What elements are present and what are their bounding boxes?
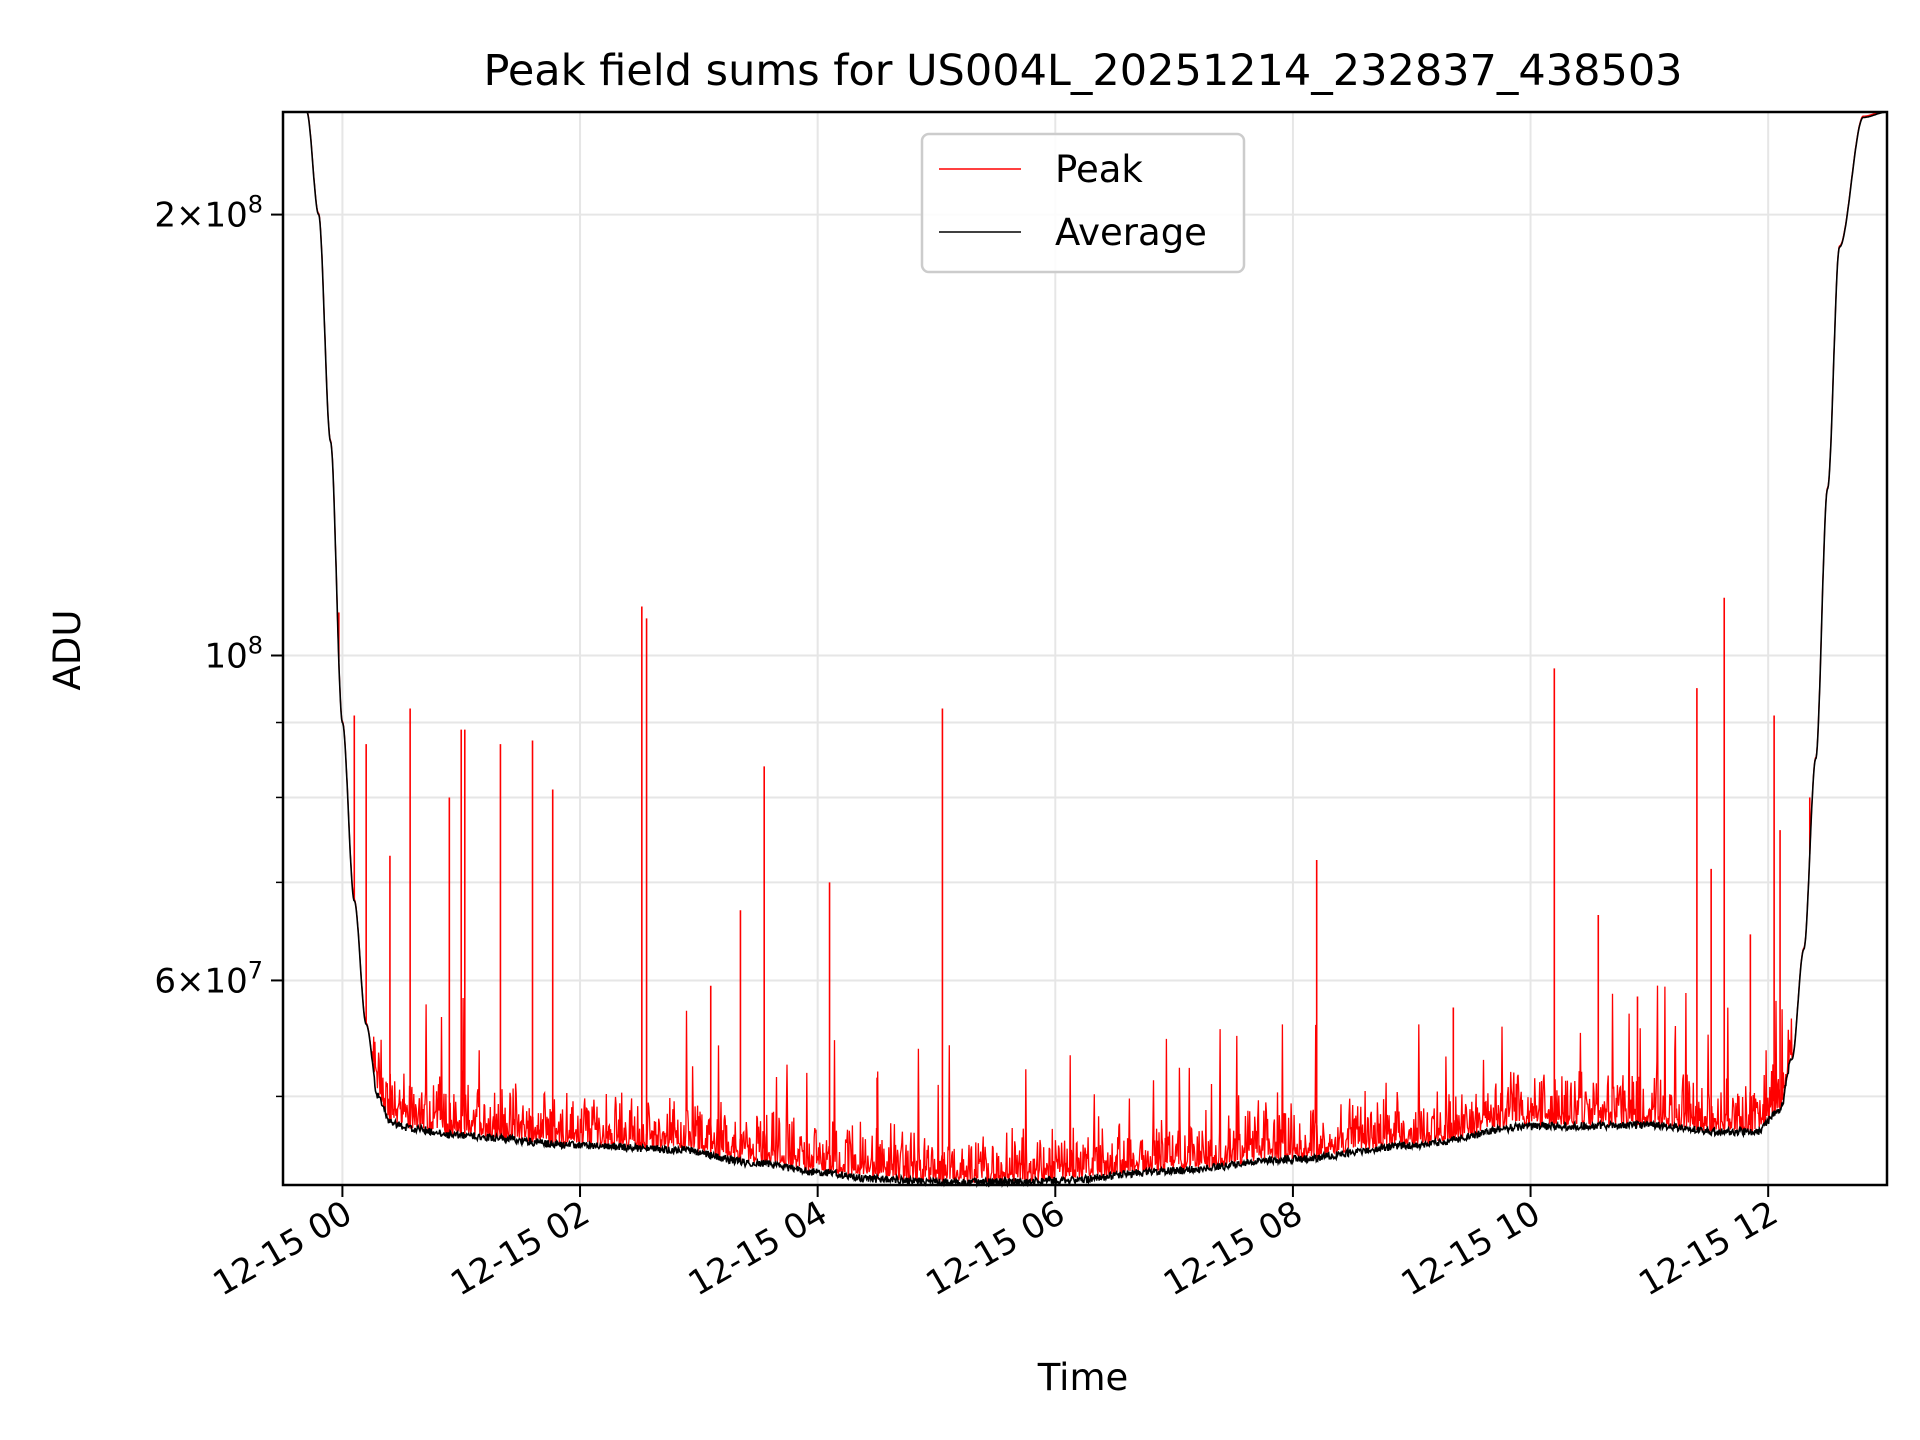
x-tick-label: 12-15 00 [207, 1193, 359, 1304]
average-series-line [283, 111, 1887, 1189]
series-layer [283, 111, 1887, 1189]
x-tick-label: 12-15 12 [1632, 1193, 1784, 1304]
plot-frame [281, 110, 1889, 1187]
legend-label-peak: Peak [1055, 148, 1143, 191]
x-tick-label: 12-15 08 [1157, 1193, 1309, 1304]
chart-title: Peak field sums for US004L_20251214_2328… [483, 46, 1682, 96]
legend-label-average: Average [1055, 211, 1207, 254]
x-tick-label: 12-15 02 [444, 1193, 596, 1304]
x-tick-label: 12-15 10 [1395, 1193, 1547, 1304]
grid-lines [283, 112, 1887, 1185]
x-axis-label: Time [1037, 1356, 1129, 1399]
y-tick-label: 108 [204, 631, 263, 676]
axis-ticks: 12-15 00 12-15 02 12-15 04 12-15 06 12-15 08… [154, 191, 1784, 1305]
y-axis-label: ADU [46, 610, 89, 691]
x-tick-label: 12-15 06 [919, 1193, 1071, 1304]
legend: Peak Average [920, 132, 1246, 274]
y-tick-label: 6×107 [154, 956, 263, 1001]
y-tick-label: 2×108 [154, 191, 263, 236]
x-tick-label: 12-15 04 [682, 1193, 834, 1304]
peak-series-line [283, 111, 1887, 1184]
